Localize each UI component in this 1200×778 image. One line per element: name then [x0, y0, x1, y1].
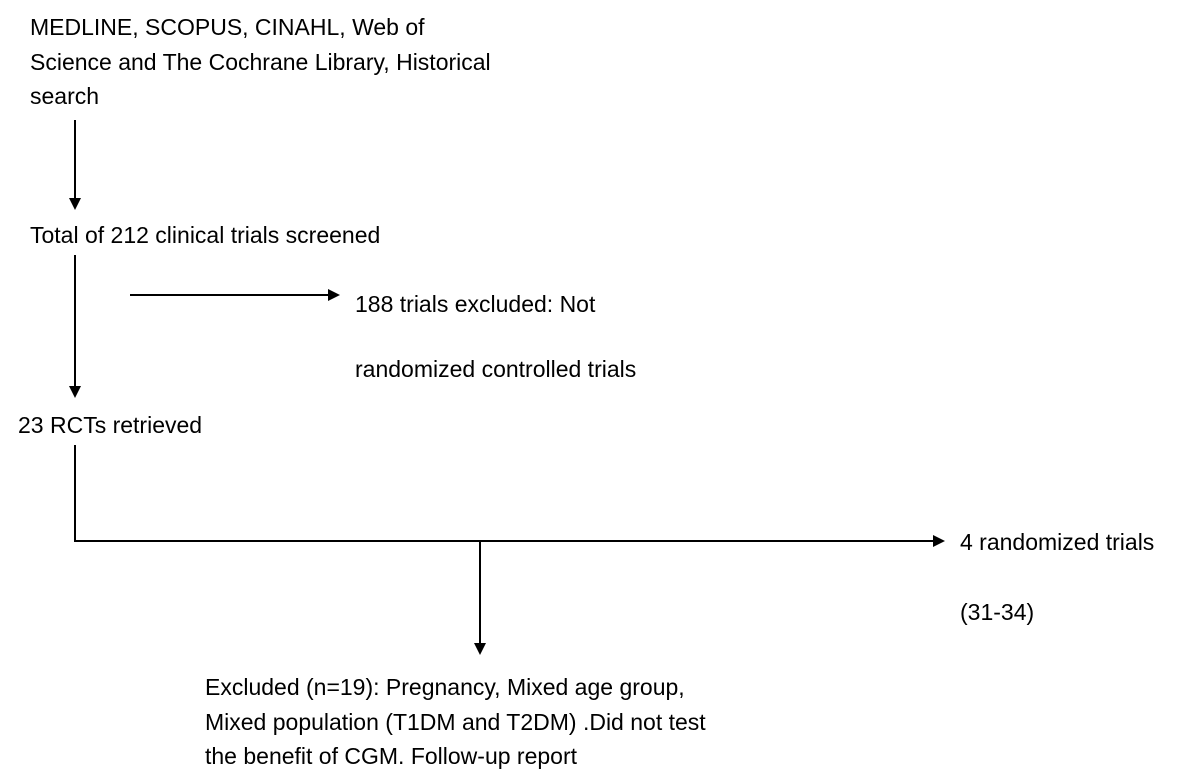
arrow-to-included: [74, 540, 935, 542]
excluded188-line1: 188 trials excluded: Not: [355, 287, 636, 322]
retrieved-text: 23 RCTs retrieved: [18, 408, 202, 443]
excluded188-text: 188 trials excluded: Not randomized cont…: [355, 287, 636, 386]
sources-line3: search: [30, 79, 491, 114]
excluded19-line3: the benefit of CGM. Follow-up report: [205, 739, 706, 774]
arrow-sources-to-screened: [74, 120, 76, 200]
screened-label: Total of 212 clinical trials screened: [30, 222, 380, 248]
screened-text: Total of 212 clinical trials screened: [30, 218, 380, 253]
arrow-retrieved-down: [74, 445, 76, 542]
excluded188-line2: randomized controlled trials: [355, 352, 636, 387]
excluded19-line1: Excluded (n=19): Pregnancy, Mixed age gr…: [205, 670, 706, 705]
included-text: 4 randomized trials (31-34): [960, 525, 1154, 629]
sources-line1: MEDLINE, SCOPUS, CINAHL, Web of: [30, 10, 491, 45]
arrow-to-excluded19: [479, 540, 481, 645]
arrow-to-excluded188: [130, 294, 330, 296]
retrieved-label: 23 RCTs retrieved: [18, 412, 202, 438]
included-line1: 4 randomized trials: [960, 525, 1154, 560]
arrow-screened-to-retrieved: [74, 255, 76, 388]
arrowhead-to-excluded188: [328, 289, 340, 301]
excluded19-text: Excluded (n=19): Pregnancy, Mixed age gr…: [205, 670, 706, 774]
excluded19-line2: Mixed population (T1DM and T2DM) .Did no…: [205, 705, 706, 740]
sources-text: MEDLINE, SCOPUS, CINAHL, Web of Science …: [30, 10, 491, 114]
arrowhead-screened-to-retrieved: [69, 386, 81, 398]
arrowhead-to-excluded19: [474, 643, 486, 655]
arrowhead-sources-to-screened: [69, 198, 81, 210]
sources-line2: Science and The Cochrane Library, Histor…: [30, 45, 491, 80]
included-line2: (31-34): [960, 595, 1154, 630]
arrowhead-to-included: [933, 535, 945, 547]
